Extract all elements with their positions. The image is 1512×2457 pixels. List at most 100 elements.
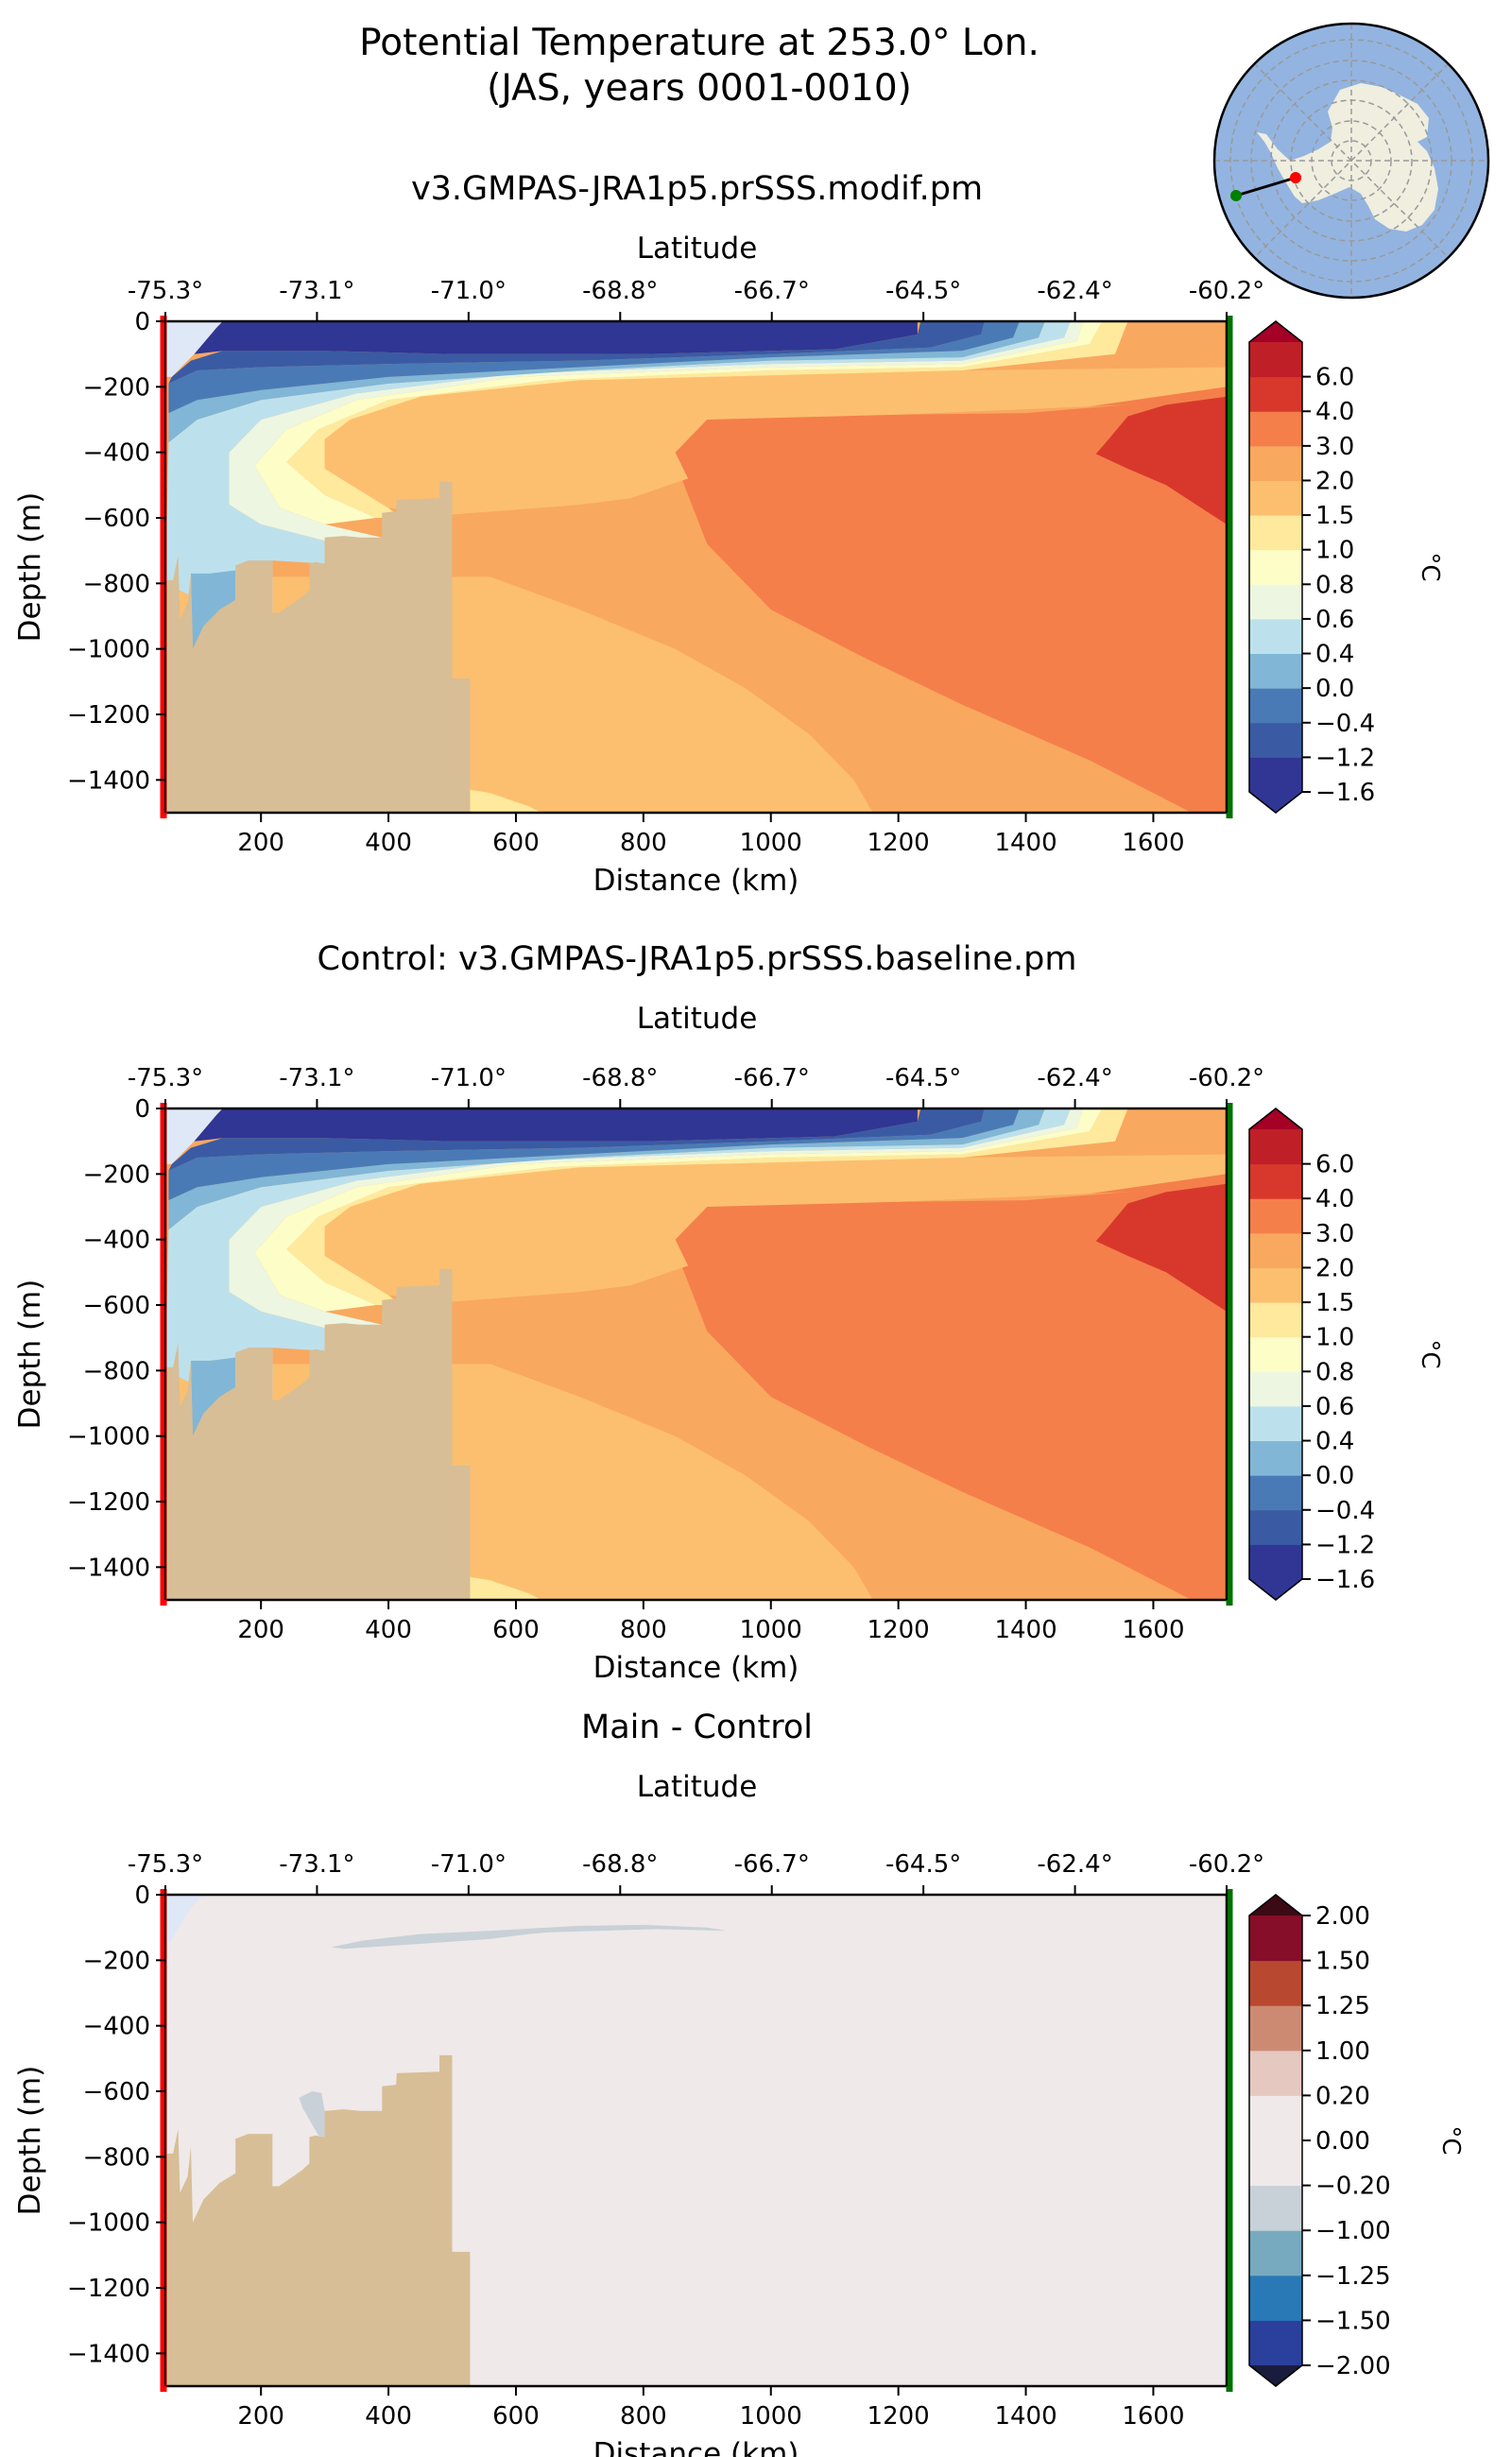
- top-tick-label: -62.4°: [1037, 277, 1112, 305]
- contour-band-16: [165, 1108, 223, 1164]
- colorbar-extend-high: [1249, 321, 1302, 342]
- y-tick-label: −600: [83, 505, 150, 533]
- colorbar: −1.6 −1.2 −0.4 0.0 0.4 0.6 0.8 1.0 1.5 2.0 3.0 4.0 6…: [1248, 320, 1444, 814]
- panel-3-top-axis-label: Latitude: [636, 1770, 758, 1804]
- colorbar-extend-low: [1249, 2365, 1302, 2386]
- top-tick-label: -75.3°: [128, 277, 203, 305]
- x-tick-label: 1400: [994, 829, 1057, 857]
- colorbar-swatch: [1249, 1916, 1302, 1962]
- colorbar-swatch: [1249, 515, 1302, 551]
- y-tick-label: 0: [134, 308, 150, 336]
- y-tick-label: −800: [83, 570, 150, 598]
- y-tick-label: −400: [83, 1227, 150, 1255]
- colorbar-tick-label: 3.0: [1315, 1220, 1354, 1248]
- colorbar-extend-high: [1249, 1895, 1302, 1916]
- contour-band-3: [165, 1895, 204, 1944]
- y-tick-label: −1400: [67, 1554, 150, 1582]
- colorbar-tick-label: 0.4: [1315, 641, 1354, 669]
- y-tick-label: −400: [83, 2013, 150, 2041]
- seafloor-bathymetry: [165, 2054, 471, 2386]
- seafloor-bathymetry: [165, 481, 471, 813]
- y-tick-label: −200: [83, 1160, 150, 1189]
- top-tick-label: -71.0°: [431, 1850, 507, 1879]
- top-tick-label: -66.7°: [734, 277, 810, 305]
- colorbar-tick-label: 1.25: [1315, 1992, 1370, 2020]
- colorbar-swatch: [1249, 1960, 1302, 2006]
- x-tick-label: 1600: [1122, 2402, 1184, 2431]
- top-tick-label: -73.1°: [279, 1064, 354, 1092]
- y-tick-label: −1000: [67, 636, 150, 664]
- contour-band-3: [675, 396, 1227, 813]
- y-tick-label: −1000: [67, 2209, 150, 2238]
- colorbar-swatch: [1249, 2185, 1302, 2231]
- x-tick-label: 800: [620, 2402, 667, 2431]
- colorbar-tick-label: −1.6: [1315, 779, 1375, 807]
- top-tick-label: -66.7°: [734, 1850, 810, 1879]
- x-tick-label: 1200: [868, 2402, 930, 2431]
- colorbar-swatch: [1249, 2095, 1302, 2141]
- colorbar-swatch: [1249, 618, 1302, 655]
- x-tick-label: 400: [365, 2402, 412, 2431]
- x-tick-label: 1000: [740, 2402, 802, 2431]
- top-tick-label: -62.4°: [1037, 1850, 1112, 1879]
- colorbar-tick-label: −1.2: [1315, 1531, 1375, 1559]
- colorbar-swatch: [1249, 1302, 1302, 1338]
- x-tick-label: 800: [620, 1616, 667, 1644]
- colorbar-swatch: [1249, 1336, 1302, 1372]
- colorbar-swatch: [1249, 757, 1302, 793]
- contour-band-2: [470, 1576, 541, 1600]
- colorbar-tick-label: 4.0: [1315, 398, 1354, 426]
- y-tick-label: −1200: [67, 1488, 150, 1517]
- panel-2-top-axis-label: Latitude: [636, 1002, 758, 1036]
- panel-1: 200 400 600 800 1000 1200 1400 1600 Distance (km…: [13, 277, 1444, 898]
- x-tick-label: 1200: [868, 1616, 930, 1644]
- colorbar-swatch: [1249, 653, 1302, 689]
- colorbar-swatch: [1249, 1267, 1302, 1303]
- y-tick-label: −1400: [67, 2340, 150, 2368]
- x-tick-label: 1400: [994, 1616, 1057, 1644]
- colorbar-swatch: [1249, 342, 1302, 378]
- top-tick-label: -60.2°: [1189, 1064, 1264, 1092]
- contour-band-14: [168, 321, 985, 384]
- colorbar-tick-label: 0.00: [1315, 2127, 1370, 2156]
- colorbar-tick-label: 0.0: [1315, 675, 1354, 703]
- colorbar-swatch: [1249, 1198, 1302, 1234]
- colorbar-swatch: [1249, 411, 1302, 447]
- colorbar-tick-label: 6.0: [1315, 364, 1354, 392]
- colorbar-swatch: [1249, 1440, 1302, 1476]
- x-axis-label: Distance (km): [593, 2437, 799, 2457]
- contour-band-15: [194, 321, 918, 354]
- colorbar-tick-label: 3.0: [1315, 433, 1354, 461]
- y-tick-label: −200: [83, 1947, 150, 1975]
- top-tick-label: -60.2°: [1189, 277, 1264, 305]
- y-tick-label: −600: [83, 1292, 150, 1320]
- colorbar-tick-label: −0.20: [1315, 2173, 1391, 2201]
- colorbar: −2.00 −1.50 −1.25 −1.00 −0.20 0.00 0.20 1.00 1.2…: [1248, 1894, 1465, 2387]
- top-tick-label: -62.4°: [1037, 1064, 1112, 1092]
- top-tick-label: -73.1°: [279, 277, 354, 305]
- colorbar-extend-low: [1249, 792, 1302, 813]
- y-tick-label: −400: [83, 439, 150, 468]
- colorbar-tick-label: −2.00: [1315, 2352, 1391, 2380]
- top-tick-label: -64.5°: [885, 1850, 961, 1879]
- colorbar-tick-label: 0.8: [1315, 1358, 1354, 1386]
- colorbar-swatch: [1249, 2050, 1302, 2096]
- x-tick-label: 600: [492, 829, 540, 857]
- y-axis-label: Depth (m): [13, 492, 47, 643]
- top-tick-label: -64.5°: [885, 277, 961, 305]
- contour-band-16: [165, 321, 223, 377]
- colorbar-swatch: [1249, 480, 1302, 516]
- x-tick-label: 800: [620, 829, 667, 857]
- x-tick-label: 600: [492, 1616, 540, 1644]
- colorbar-swatch: [1249, 1163, 1302, 1199]
- contour-band-15: [194, 1108, 918, 1142]
- colorbar-label: °C: [1436, 2125, 1465, 2155]
- colorbar-tick-label: −1.6: [1315, 1566, 1375, 1594]
- x-tick-label: 1400: [994, 2402, 1057, 2431]
- colorbar-swatch: [1249, 1129, 1302, 1165]
- colorbar-swatch: [1249, 376, 1302, 412]
- figure-subtitle: (JAS, years 0001-0010): [487, 67, 912, 110]
- top-tick-label: -68.8°: [582, 1850, 658, 1879]
- colorbar-tick-label: 1.00: [1315, 2037, 1370, 2066]
- colorbar-tick-label: 2.0: [1315, 1254, 1354, 1282]
